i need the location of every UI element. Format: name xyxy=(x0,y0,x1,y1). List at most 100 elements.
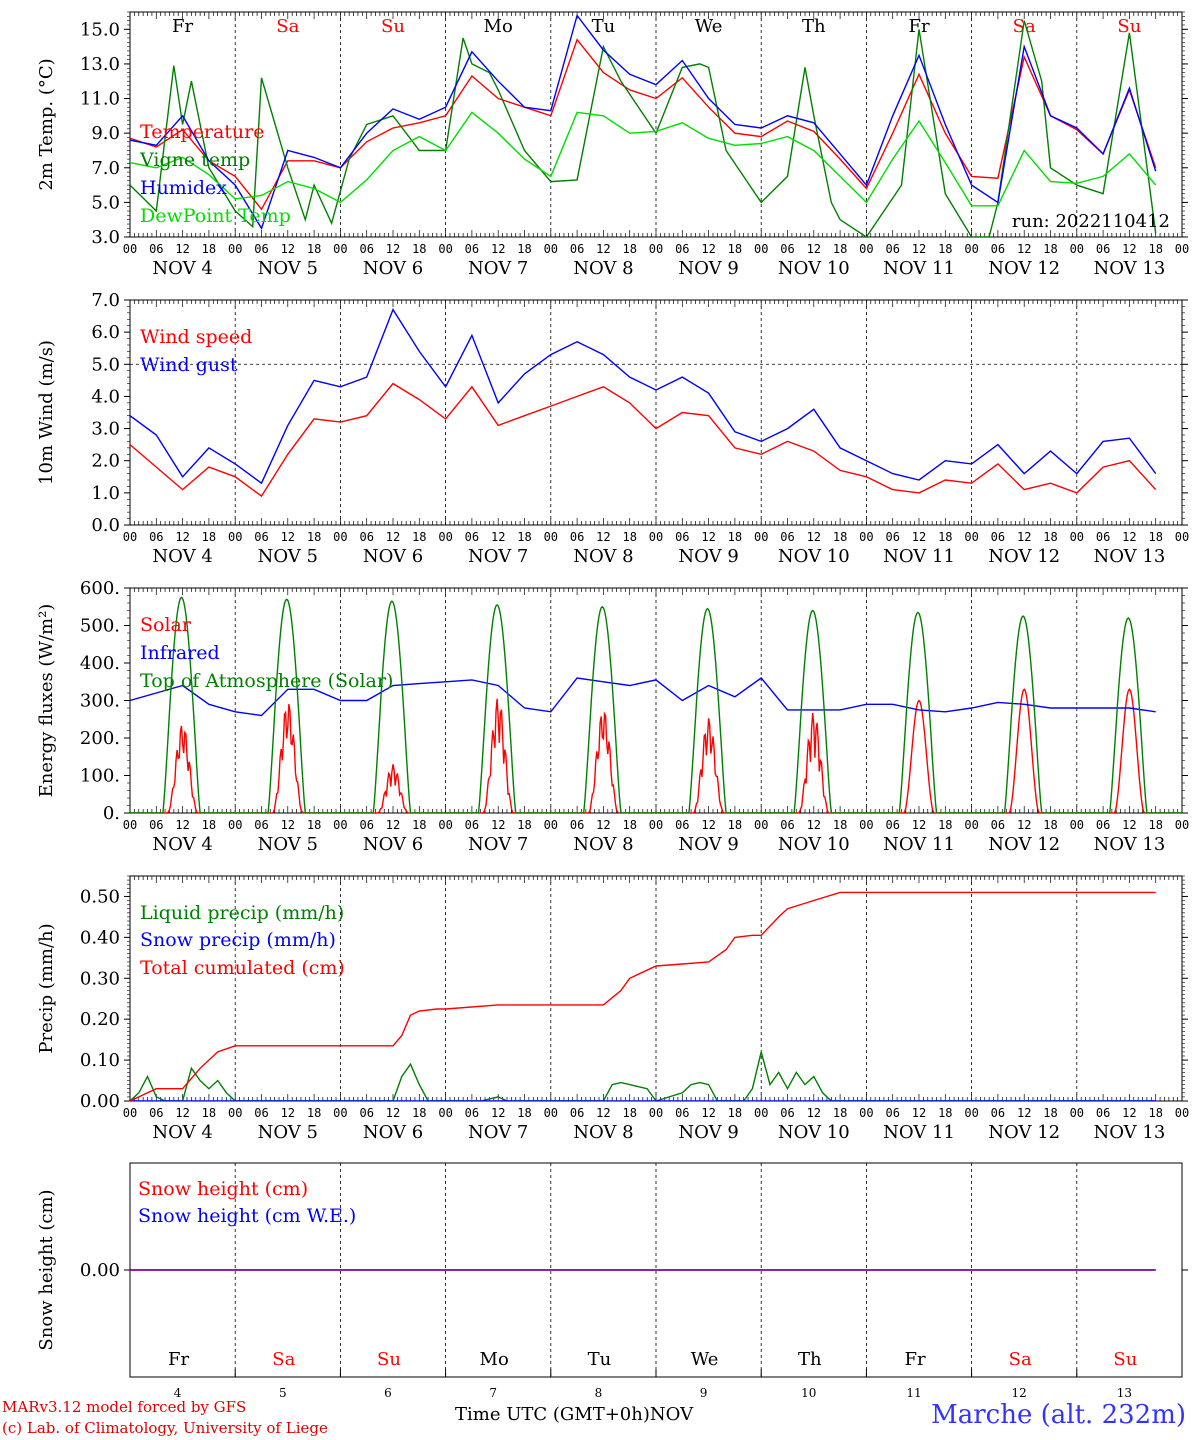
date-label: NOV 12 xyxy=(988,546,1060,567)
weekday-label: Mo xyxy=(484,16,513,37)
date-label: NOV 12 xyxy=(988,834,1060,855)
day-number: 12 xyxy=(1012,1386,1027,1400)
weekday-label: Tu xyxy=(592,16,616,37)
y-tick-label: 500. xyxy=(80,616,120,637)
hour-label: 12 xyxy=(281,1106,295,1120)
hour-label: 06 xyxy=(254,1106,268,1120)
hour-label: 06 xyxy=(1096,242,1110,256)
weekday-label: We xyxy=(695,16,723,37)
hour-label: 18 xyxy=(938,1106,952,1120)
series-line xyxy=(130,20,1157,237)
y-tick-label: 200. xyxy=(80,728,120,749)
panel-5: 4 5 6 7 8 9 10 11 12 13 Fr Sa Su Mo Tu We Th Fr Sa Su 0.00 Sn… xyxy=(36,1162,1188,1400)
legend-entry: Snow precip (mm/h) xyxy=(140,929,336,951)
hour-label: 18 xyxy=(1148,1106,1162,1120)
date-label: NOV 7 xyxy=(468,258,528,279)
legend-entry: Vigne temp xyxy=(139,149,250,171)
weekday-label: Sa xyxy=(272,1349,295,1370)
hour-label: 12 xyxy=(701,242,715,256)
date-label: NOV 7 xyxy=(468,1122,528,1143)
date-label: NOV 12 xyxy=(988,1122,1060,1143)
y-tick-label: 0.30 xyxy=(80,968,120,989)
date-label: NOV 8 xyxy=(573,834,633,855)
hour-label: 18 xyxy=(307,1106,321,1120)
hour-label: 12 xyxy=(1122,530,1136,544)
hour-label: 06 xyxy=(780,530,794,544)
day-number: 13 xyxy=(1117,1386,1132,1400)
y-tick-label: 11.0 xyxy=(80,89,120,110)
weekday-label: Th xyxy=(798,1349,822,1370)
y-tick-label: 3.0 xyxy=(91,227,120,248)
hour-label: 18 xyxy=(1043,242,1057,256)
hour-label: 06 xyxy=(465,1106,479,1120)
hour-label: 12 xyxy=(596,530,610,544)
hour-label: 00 xyxy=(859,818,873,832)
hour-label: 12 xyxy=(386,242,400,256)
date-label: NOV 4 xyxy=(152,834,212,855)
hour-label: 12 xyxy=(807,242,821,256)
hour-label: 18 xyxy=(307,242,321,256)
date-label: NOV 6 xyxy=(363,546,423,567)
y-tick-label: 0. xyxy=(103,803,120,824)
hour-label: 06 xyxy=(359,530,373,544)
series-group xyxy=(130,891,1156,1101)
hour-label: 12 xyxy=(701,818,715,832)
series-group xyxy=(130,308,1157,498)
series-line xyxy=(130,688,1182,813)
series-line xyxy=(130,677,1156,717)
hour-label: 12 xyxy=(175,1106,189,1120)
day-number: 10 xyxy=(801,1386,816,1400)
weekday-label: Fr xyxy=(168,1349,189,1370)
hour-label: 06 xyxy=(254,818,268,832)
hour-label: 00 xyxy=(964,1106,978,1120)
panel-4: 00 06 12 18 NOV 4 00 06 12 18 NOV 5 00 06 12 18 NOV 6 0… xyxy=(36,875,1189,1143)
hour-label: 18 xyxy=(202,818,216,832)
hour-label: 00 xyxy=(544,242,558,256)
hour-label: 12 xyxy=(491,1106,505,1120)
y-tick-label: 400. xyxy=(80,653,120,674)
y-tick-label: 0.00 xyxy=(80,1091,120,1112)
hour-label: 06 xyxy=(465,242,479,256)
hour-label: 18 xyxy=(1148,530,1162,544)
hour-label: 00 xyxy=(438,1106,452,1120)
legend-entry: Top of Atmosphere (Solar) xyxy=(140,670,393,692)
legend-entry: Wind gust xyxy=(140,354,238,376)
date-label: NOV 13 xyxy=(1093,546,1165,567)
hour-label: 18 xyxy=(938,242,952,256)
panel-2: 00 06 12 18 NOV 4 00 06 12 18 NOV 5 00 06 12 18 NOV 6 0… xyxy=(36,290,1189,567)
hour-label: 00 xyxy=(544,1106,558,1120)
series-line xyxy=(130,1051,1156,1101)
hour-label: 06 xyxy=(991,530,1005,544)
legend-entry: Total cumulated (cm) xyxy=(140,957,345,979)
hour-label: 18 xyxy=(517,1106,531,1120)
weekday-label: Su xyxy=(1113,1349,1137,1370)
weekday-label: Su xyxy=(381,16,405,37)
date-label: NOV 9 xyxy=(678,546,738,567)
hour-label: 06 xyxy=(991,1106,1005,1120)
hour-label: 06 xyxy=(1096,530,1110,544)
day-number: 11 xyxy=(906,1386,921,1400)
y-tick-label: 7.0 xyxy=(91,290,120,311)
hour-label: 18 xyxy=(412,1106,426,1120)
y-axis-label: 2m Temp. (°C) xyxy=(36,58,57,190)
hour-label: 00 xyxy=(123,242,137,256)
legend-entry: Infrared xyxy=(140,642,220,664)
hour-label: 00 xyxy=(1175,818,1189,832)
hour-label: 00 xyxy=(964,818,978,832)
legend-entry: Snow height (cm) xyxy=(138,1178,308,1200)
hour-label: 12 xyxy=(281,530,295,544)
y-tick-label: 600. xyxy=(80,578,120,599)
hour-label: 12 xyxy=(701,1106,715,1120)
date-label: NOV 13 xyxy=(1093,258,1165,279)
hour-label: 06 xyxy=(675,242,689,256)
hour-label: 00 xyxy=(649,1106,663,1120)
hour-label: 12 xyxy=(175,818,189,832)
hour-label: 18 xyxy=(728,818,742,832)
weekday-label: Sa xyxy=(1013,16,1036,37)
hour-label: 00 xyxy=(964,242,978,256)
hour-label: 00 xyxy=(754,242,768,256)
date-label: NOV 6 xyxy=(363,834,423,855)
month-label: NOV xyxy=(649,1404,694,1425)
hour-label: 12 xyxy=(807,1106,821,1120)
hour-label: 18 xyxy=(622,242,636,256)
